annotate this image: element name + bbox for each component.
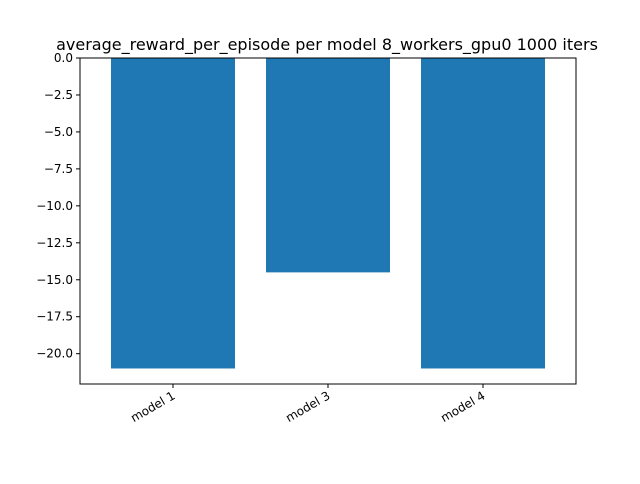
bars-layer — [111, 58, 545, 369]
x-tick-label: model 4 — [438, 388, 487, 425]
chart-title: average_reward_per_episode per model 8_w… — [56, 35, 598, 55]
y-tick-label: −20.0 — [36, 347, 73, 361]
y-tick-label: −17.5 — [36, 310, 73, 324]
y-tick-label: −12.5 — [36, 236, 73, 250]
y-tick-label: −7.5 — [44, 162, 73, 176]
plot-frame — [79, 57, 577, 385]
bar-model-3 — [266, 58, 390, 273]
x-tick-label: model 1 — [128, 388, 177, 425]
y-tick-label: −2.5 — [44, 88, 73, 102]
y-tick-label: −10.0 — [36, 199, 73, 213]
y-tick-label: −15.0 — [36, 273, 73, 287]
x-tick-label: model 3 — [283, 388, 332, 425]
bar-model-1 — [111, 58, 235, 369]
y-tick-label: −5.0 — [44, 125, 73, 139]
y-tick-label: 0.0 — [54, 51, 73, 65]
x-axis: model 1 model 3 model 4 — [128, 384, 488, 425]
y-axis: 0.0 −2.5 −5.0 −7.5 −10.0 −12.5 −15.0 −17.5 −20.0 — [36, 51, 80, 361]
bar-model-4 — [421, 58, 545, 369]
